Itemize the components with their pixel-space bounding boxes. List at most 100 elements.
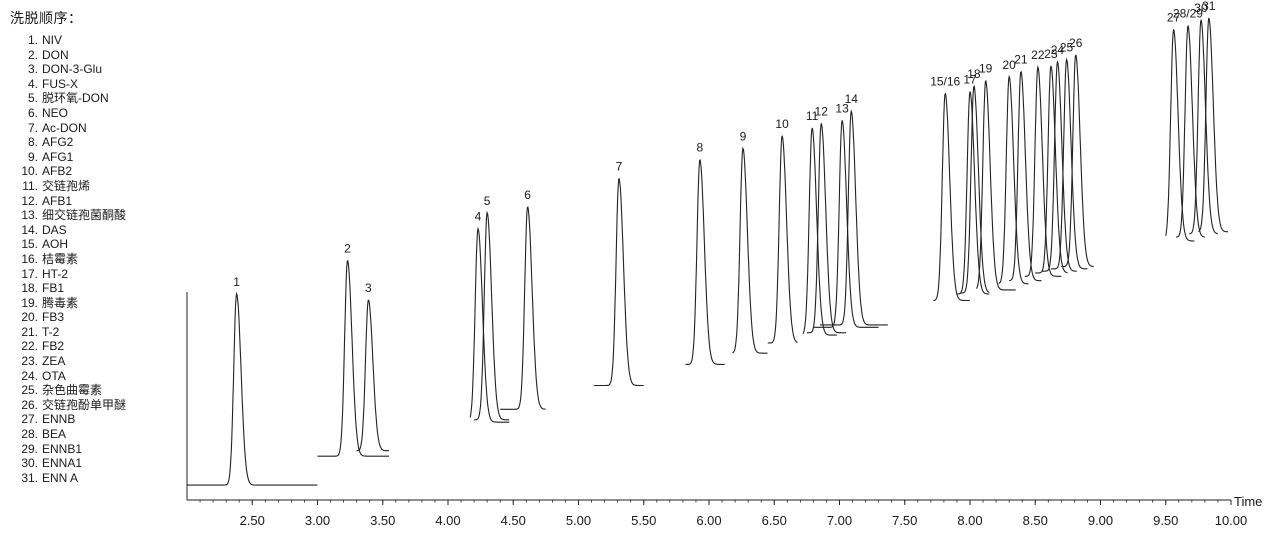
legend-item: 27. ENNB xyxy=(10,412,185,427)
legend-item: 15. AOH xyxy=(10,237,185,252)
x-tick-label: 5.00 xyxy=(566,513,591,528)
legend-item-number: 23. xyxy=(21,354,38,369)
legend-item-number: 6. xyxy=(27,105,38,120)
peak-label: 28/29 xyxy=(1173,7,1203,21)
legend-item-label: T-2 xyxy=(42,324,60,339)
peak-label: 6 xyxy=(524,188,531,202)
chromatogram-trace xyxy=(317,259,389,457)
legend-item-number: 10. xyxy=(21,164,38,179)
legend-item-number: 8. xyxy=(27,135,38,150)
chromatogram-trace xyxy=(1050,57,1088,270)
legend-item-number: 15. xyxy=(21,237,38,252)
chromatogram-trace xyxy=(469,226,510,423)
legend-item: 11. 交链孢烯 xyxy=(10,179,185,194)
peak-label: 13 xyxy=(835,101,849,115)
chromatogram-trace xyxy=(474,210,510,421)
chromatogram-trace xyxy=(998,74,1029,285)
legend-item: 19. 腾毒素 xyxy=(10,296,185,311)
legend-item-label: NIV xyxy=(42,33,63,47)
legend-item-number: 21. xyxy=(21,324,38,339)
chromatogram-trace xyxy=(959,85,990,294)
legend-item: 1. NIV xyxy=(10,33,185,48)
legend-list: 1. NIV 2. DON 3. DON-3-Glu 4. FUS-X 5. 脱环氧-DON 6. N… xyxy=(10,33,185,485)
chromatogram-trace xyxy=(1035,65,1068,274)
x-tick-label: 4.00 xyxy=(435,513,460,528)
peak-label: 12 xyxy=(815,105,829,119)
legend-item-number: 5. xyxy=(27,91,38,106)
legend-item-number: 16. xyxy=(21,251,38,266)
legend-item-number: 1. xyxy=(27,33,38,47)
legend-item-label: ENNA1 xyxy=(42,456,83,471)
chromatogram-trace xyxy=(767,135,798,344)
peak-label: 1 xyxy=(233,275,240,289)
chromatogram-trace xyxy=(813,120,879,328)
legend-item: 20. FB3 xyxy=(10,310,185,325)
legend-item: 25. 杂色曲霉素 xyxy=(10,383,185,398)
x-tick-label: 2.50 xyxy=(240,513,265,528)
legend-item: 18. FB1 xyxy=(10,281,185,296)
x-tick-label: 3.50 xyxy=(370,513,395,528)
x-tick-label: 3.00 xyxy=(305,513,330,528)
legend-item-label: FB1 xyxy=(42,281,65,296)
peak-label: 8 xyxy=(697,141,704,155)
x-tick-label: 9.00 xyxy=(1088,513,1113,528)
peak-label: 27 xyxy=(1167,10,1181,24)
chromatogram-trace xyxy=(933,92,970,302)
legend-item-number: 24. xyxy=(21,368,38,383)
legend-item: 14. DAS xyxy=(10,223,185,238)
legend-item-number: 28. xyxy=(21,427,38,442)
legend-item: 30. ENNA1 xyxy=(10,456,185,471)
legend-item-label: BEA xyxy=(42,427,67,442)
legend-item: 10. AFB2 xyxy=(10,164,185,179)
legend-item-label: 腾毒素 xyxy=(42,295,79,310)
legend-item-number: 18. xyxy=(21,281,38,296)
x-tick-label: 6.50 xyxy=(762,513,787,528)
legend-item: 4. FUS-X xyxy=(10,77,185,92)
legend-item-label: AFG1 xyxy=(42,149,74,164)
chromatogram-trace xyxy=(500,206,546,410)
peak-label: 11 xyxy=(806,109,819,123)
peak-label: 7 xyxy=(616,159,623,173)
legend-item-label: FB2 xyxy=(42,339,65,354)
chromatogram-trace xyxy=(1198,17,1229,233)
legend-item-label: AFB2 xyxy=(42,164,73,179)
chromatogram-trace xyxy=(356,299,389,452)
legend-item-label: HT-2 xyxy=(42,266,69,281)
legend-item-label: OTA xyxy=(42,368,66,383)
peak-label: 31 xyxy=(1202,0,1216,13)
legend-item-label: AFB1 xyxy=(42,193,73,208)
legend-item: 6. NEO xyxy=(10,106,185,121)
legend-item: 21. T-2 xyxy=(10,325,185,340)
legend-item-label: Ac-DON xyxy=(42,120,87,135)
chromatogram-trace xyxy=(1041,59,1077,272)
x-tick-label: 6.00 xyxy=(696,513,721,528)
legend-item-label: DON-3-Glu xyxy=(42,62,103,77)
legend-item-number: 30. xyxy=(21,456,38,471)
legend-item-number: 13. xyxy=(21,208,38,223)
x-tick-label: 9.50 xyxy=(1153,513,1178,528)
legend-item: 22. FB2 xyxy=(10,339,185,354)
legend-item: 3. DON-3-Glu xyxy=(10,62,185,77)
peak-label: 14 xyxy=(845,92,859,106)
legend-item-number: 25. xyxy=(21,383,38,398)
legend-item-label: 桔霉素 xyxy=(42,251,79,266)
legend-item: 12. AFB1 xyxy=(10,194,185,209)
elution-order-legend: 洗脱顺序： 1. NIV 2. DON 3. DON-3-Glu 4. FUS-X 5. 脱环氧-… xyxy=(10,8,185,485)
chromatogram-trace xyxy=(819,109,888,326)
legend-item: 26. 交链孢酚单甲醚 xyxy=(10,398,185,413)
legend-item-number: 7. xyxy=(27,120,38,135)
legend-title: 洗脱顺序： xyxy=(10,10,83,26)
chromatogram-trace xyxy=(957,91,990,295)
legend-item-label: NEO xyxy=(42,105,69,120)
peak-label: 22 xyxy=(1031,48,1045,62)
legend-item-number: 4. xyxy=(27,76,38,91)
peak-label: 21 xyxy=(1014,52,1028,66)
peak-label: 9 xyxy=(740,129,747,143)
chromatogram-trace xyxy=(1189,19,1219,235)
x-tick-label: 8.00 xyxy=(957,513,982,528)
peak-label: 3 xyxy=(365,281,372,295)
legend-item-label: ENN A xyxy=(42,470,79,485)
chromatogram-trace xyxy=(594,177,644,387)
legend-item-number: 31. xyxy=(21,470,38,485)
legend-item-number: 14. xyxy=(21,222,38,237)
